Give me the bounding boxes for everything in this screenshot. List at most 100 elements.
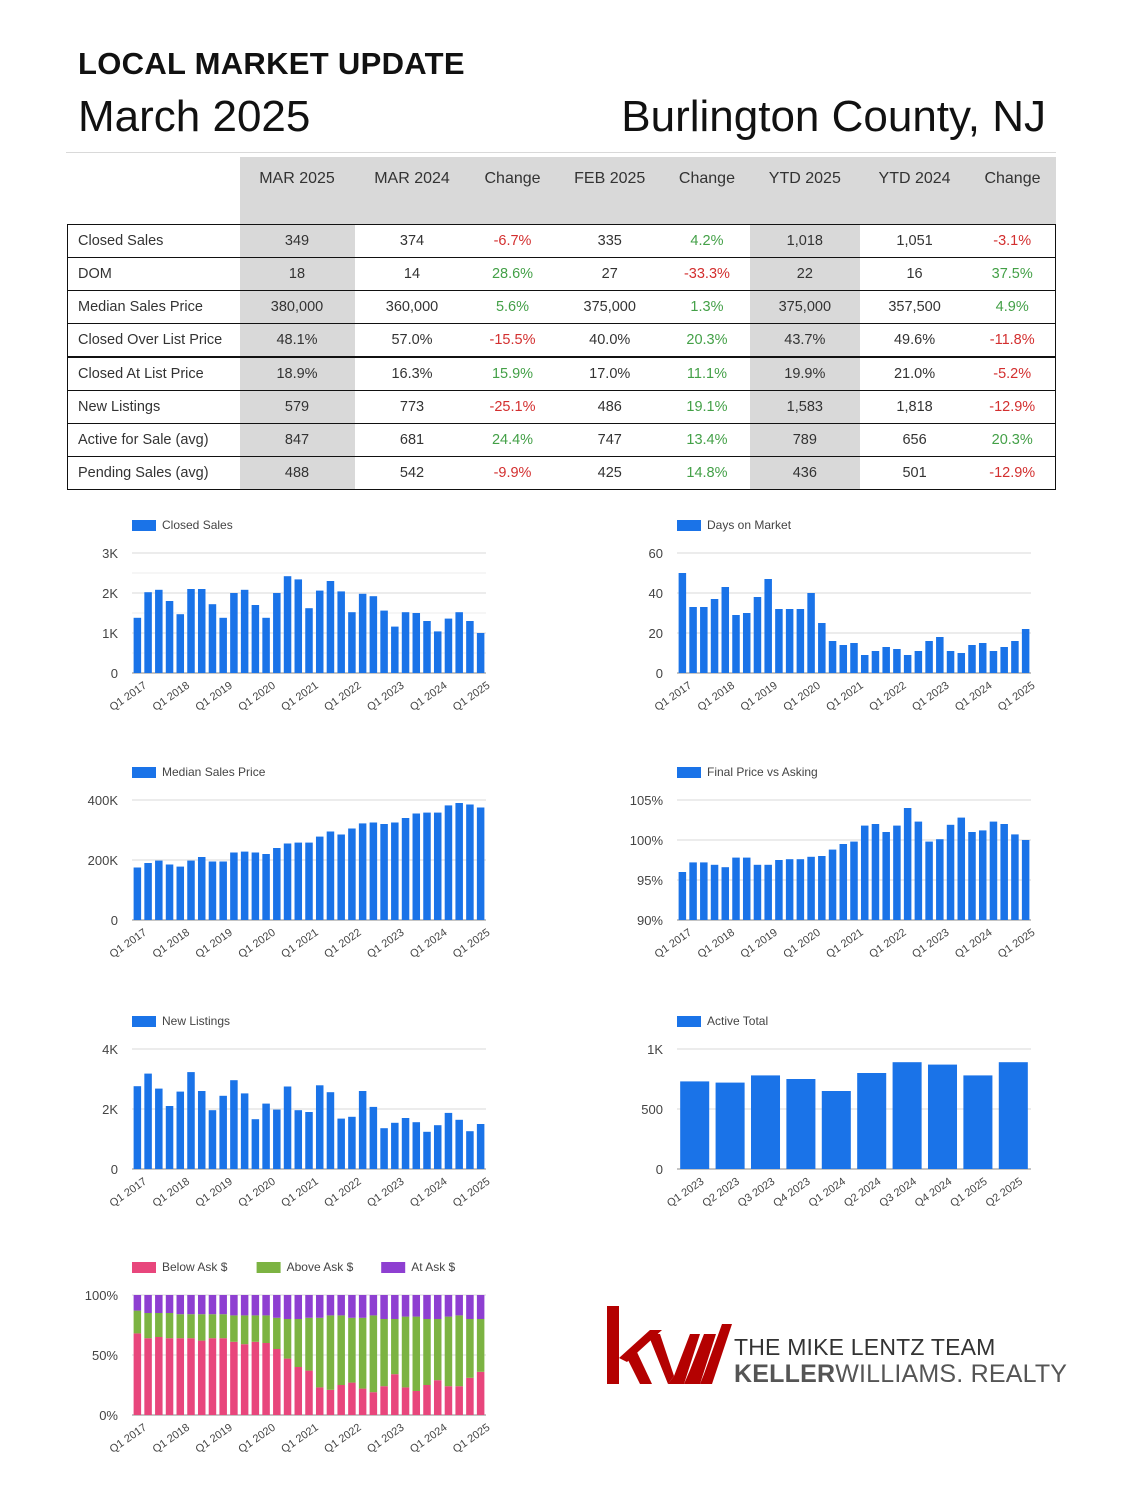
col-header: YTD 2025: [749, 157, 860, 225]
bar: [401, 1118, 410, 1169]
bar-segment: [176, 1314, 185, 1339]
bar: [262, 617, 270, 673]
bar: [337, 834, 345, 920]
value-cell: 747: [555, 423, 664, 457]
active-total-chart: Active Total 0 500 1K Q1 2023 Q2 2023 Q3 2023 Q…: [615, 1011, 1055, 1241]
y-tick-label: 400K: [88, 793, 119, 808]
x-tick-label: Q1 2022: [322, 927, 363, 961]
value-cell: 18.9%: [239, 356, 355, 391]
x-tick-label: Q1 2021: [279, 680, 320, 714]
bar: [978, 830, 987, 920]
value-cell: 773: [354, 390, 470, 424]
bar-segment: [358, 1317, 367, 1389]
bar: [989, 821, 998, 920]
bar: [850, 643, 858, 673]
bar: [412, 813, 421, 920]
bar: [412, 613, 421, 673]
bar: [273, 593, 281, 673]
change-cell: 20.3%: [663, 323, 750, 357]
x-tick-label: Q1 2023: [365, 927, 406, 961]
bar: [750, 1075, 781, 1169]
x-tick-label: Q1 2023: [365, 1176, 406, 1210]
bar-segment: [294, 1367, 303, 1415]
bar-segment: [197, 1340, 206, 1415]
bar: [1021, 629, 1030, 673]
value-cell: 542: [354, 456, 470, 490]
y-tick-label: 0: [656, 666, 663, 681]
value-cell: 360,000: [354, 290, 470, 324]
bar-segment: [380, 1295, 388, 1319]
x-tick-label: Q1 2020: [236, 1176, 277, 1210]
x-tick-label: Q1 2020: [781, 927, 822, 961]
value-cell: 374: [354, 224, 470, 258]
bar-segment: [294, 1319, 303, 1367]
bar: [946, 824, 955, 920]
bar-segment: [219, 1314, 227, 1339]
bar-segment: [423, 1295, 431, 1319]
x-tick-label: Q1 2024: [408, 1422, 449, 1456]
bar-segment: [412, 1295, 421, 1317]
bar-segment: [433, 1295, 442, 1319]
bar: [786, 1079, 816, 1169]
y-tick-label: 105%: [630, 793, 664, 808]
bar-segment: [358, 1295, 367, 1318]
bar: [476, 807, 485, 920]
table-row: Median Sales Price 380,000 360,000 5.6% 375,…: [67, 290, 1057, 324]
bar: [775, 609, 783, 673]
value-cell: 48.1%: [239, 323, 355, 357]
table-row: Closed Sales 349 374 -6.7% 335 4.2% 1,018 1,051…: [67, 224, 1057, 258]
x-tick-label: Q1 2018: [696, 680, 737, 714]
bar-segment: [262, 1295, 270, 1316]
y-tick-label: 0: [111, 913, 118, 928]
bar-segment: [380, 1386, 388, 1415]
legend-label: Below Ask $: [162, 1260, 228, 1274]
bar: [903, 808, 912, 920]
bar: [326, 1092, 335, 1169]
legend-label: Days on Market: [707, 518, 792, 532]
x-tick-label: Q3 2023: [736, 1176, 777, 1210]
closed-sales-chart: Closed Sales 0 1K 2K 3K Q1 2017 Q1 2018 Q1 2019…: [70, 515, 510, 745]
bar: [391, 1122, 399, 1169]
bar: [165, 601, 174, 673]
x-tick-label: Q1 2024: [953, 927, 994, 961]
bar: [850, 841, 858, 920]
bar-segment: [337, 1295, 345, 1316]
bar: [1021, 840, 1030, 920]
x-tick-label: Q1 2024: [953, 680, 994, 714]
bar: [315, 590, 324, 673]
bar-segment: [455, 1315, 463, 1387]
bar: [775, 860, 783, 920]
bar-segment: [337, 1315, 345, 1385]
bar: [197, 589, 206, 673]
x-tick-label: Q1 2021: [824, 680, 865, 714]
bar-segment: [176, 1295, 185, 1315]
chart-svg: Final Price vs Asking 90% 95% 100% 105% Q1 20…: [630, 765, 1038, 961]
x-tick-label: Q1 2024: [408, 1176, 449, 1210]
bar-segment: [165, 1313, 174, 1339]
bar: [251, 852, 260, 920]
legend-label: New Listings: [162, 1014, 230, 1028]
bar: [423, 1131, 431, 1169]
value-cell: 656: [859, 423, 970, 457]
bar: [742, 857, 751, 920]
bar: [857, 1073, 887, 1169]
bar-segment: [369, 1295, 378, 1316]
change-cell: -12.9%: [969, 390, 1057, 424]
col-header: Change: [663, 157, 750, 225]
bar: [764, 579, 772, 673]
x-tick-label: Q1 2022: [322, 1422, 363, 1456]
y-tick-label: 100%: [85, 1288, 119, 1303]
bar-segment: [219, 1295, 227, 1315]
bar-segment: [444, 1386, 453, 1415]
row-label: DOM: [67, 257, 240, 291]
x-tick-label: Q1 2017: [108, 680, 149, 714]
bar: [785, 609, 794, 673]
bar-segment: [251, 1341, 260, 1415]
change-cell: -5.2%: [969, 356, 1057, 391]
row-label: Closed At List Price: [67, 356, 240, 391]
bar: [444, 618, 453, 673]
value-cell: 19.9%: [749, 356, 860, 391]
bar: [914, 651, 923, 673]
bar-segment: [133, 1333, 142, 1415]
